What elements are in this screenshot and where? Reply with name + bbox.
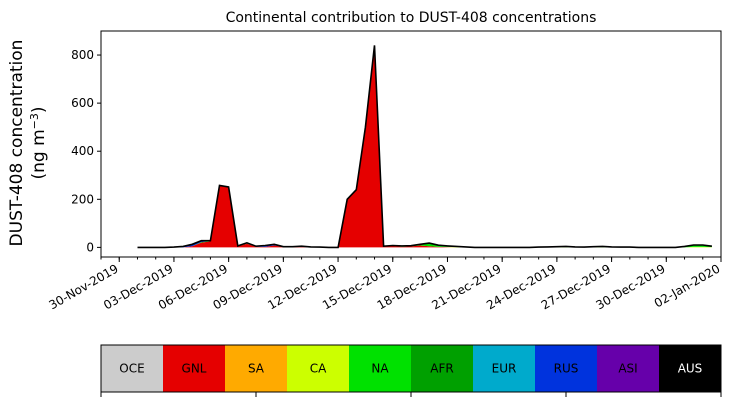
y-axis-label: DUST-408 concentration (ng m−3) (7, 40, 49, 247)
legend-swatch-aus (659, 345, 721, 392)
legend-swatch-gnl (163, 345, 225, 392)
stacked-areas (137, 45, 712, 248)
total-concentration-line (137, 45, 713, 249)
legend-swatch-ca (287, 345, 349, 392)
y-axis: 0 200 400 600 800 (71, 48, 101, 254)
y-tick-label: 400 (71, 144, 94, 158)
x-axis: 30-Nov-201903-Dec-201906-Dec-201909-Dec-… (47, 257, 723, 312)
legend-label-asi: ASI (618, 362, 637, 376)
legend-label-aus: AUS (678, 362, 703, 376)
legend-swatch-rus (535, 345, 597, 392)
legend-label-eur: EUR (492, 362, 517, 376)
legend-swatch-sa (225, 345, 287, 392)
legend-swatch-eur (473, 345, 535, 392)
y-tick-label: 0 (86, 240, 94, 254)
legend-label-ca: CA (310, 362, 327, 376)
legend-label-oce: OCE (119, 362, 144, 376)
y-axis-label-line1: DUST-408 concentration (7, 40, 27, 247)
legend-swatch-afr (411, 345, 473, 392)
y-tick-label: 800 (71, 48, 94, 62)
y-tick-label: 200 (71, 192, 94, 206)
legend-swatch-oce (101, 345, 163, 392)
legend-swatch-na (349, 345, 411, 392)
plot-frame (100, 30, 722, 258)
region-legend: OCE GNL SA CA NA AFR EUR RUS ASI AUS (100, 344, 722, 397)
legend-swatch-asi (597, 345, 659, 392)
y-tick-label: 600 (71, 96, 94, 110)
legend-label-gnl: GNL (182, 362, 207, 376)
chart-title: Continental contribution to DUST-408 con… (226, 10, 597, 26)
legend-label-na: NA (371, 362, 389, 376)
y-axis-label-line2: (ng m−3) (28, 106, 49, 179)
area-gnl (137, 45, 712, 248)
legend-label-sa: SA (248, 362, 265, 376)
legend-label-rus: RUS (554, 362, 579, 376)
legend-label-afr: AFR (430, 362, 453, 376)
